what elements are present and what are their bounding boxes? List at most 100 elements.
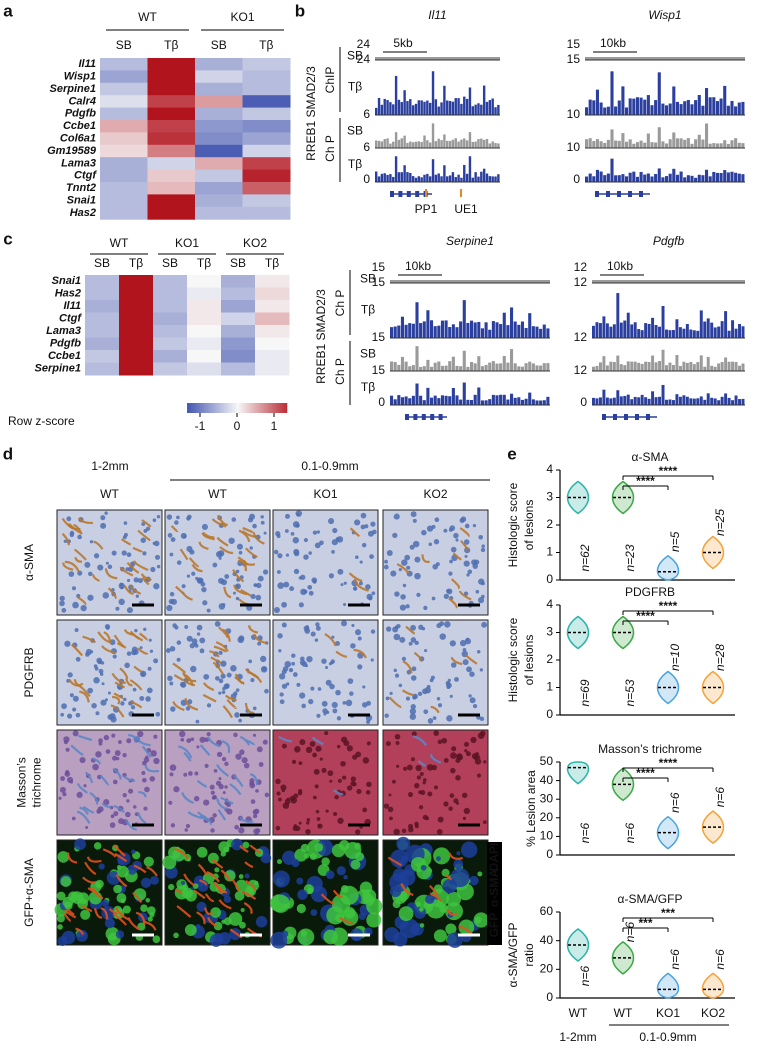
cell: [174, 520, 179, 525]
cell: [325, 870, 335, 879]
column-label: Tβ: [265, 256, 279, 270]
gene-label: Snai1: [67, 195, 96, 207]
colorbar-step: [196, 403, 199, 413]
heatmap-cell: [242, 169, 291, 183]
track-signal: [675, 355, 679, 371]
strand: [216, 798, 228, 811]
cell: [396, 836, 411, 851]
cell: [460, 516, 467, 522]
track-signal: [585, 107, 589, 115]
cell: [384, 559, 388, 564]
cell: [252, 706, 257, 711]
heatmap-cell: [221, 350, 256, 363]
track-signal: [720, 361, 724, 371]
track-signal: [409, 141, 412, 148]
cell: [239, 749, 245, 755]
strand: [135, 911, 146, 925]
cell: [231, 838, 243, 851]
track-signal: [451, 101, 455, 115]
track-signal: [451, 139, 455, 148]
cell: [337, 817, 344, 824]
cell: [66, 516, 72, 522]
track-signal: [598, 362, 602, 371]
track-signal: [393, 399, 397, 405]
cell: [296, 903, 306, 914]
track-signal: [465, 140, 469, 148]
cell: [242, 841, 250, 849]
track-signal: [488, 100, 492, 115]
cell: [448, 571, 453, 576]
cell: [356, 788, 362, 795]
cell: [218, 650, 223, 655]
track-signal: [661, 349, 665, 371]
cell: [237, 636, 244, 644]
track-signal: [710, 397, 714, 405]
strand: [130, 632, 144, 642]
track-signal: [724, 311, 728, 338]
track-signal: [460, 103, 463, 115]
cell: [95, 711, 100, 716]
strand: [216, 536, 229, 547]
cell: [196, 624, 203, 631]
track-signal: [661, 177, 665, 182]
heatmap-cell: [195, 144, 243, 158]
cell: [189, 643, 195, 649]
cell: [459, 639, 467, 647]
cell: [181, 584, 186, 589]
track-signal: [491, 361, 495, 371]
strand: [73, 523, 83, 535]
cell: [410, 703, 416, 710]
gene-label: Ccbe1: [63, 120, 96, 132]
cell: [455, 775, 461, 781]
cell: [403, 766, 408, 771]
cell: [436, 697, 441, 701]
track-signal: [494, 143, 497, 148]
cell: [409, 713, 417, 720]
cell: [434, 785, 439, 790]
track-signal: [465, 98, 469, 115]
track-signal: [715, 172, 719, 182]
cell: [396, 624, 401, 629]
cell: [425, 894, 435, 904]
track-signal: [403, 90, 406, 115]
sig-label: ***: [661, 906, 675, 920]
cell: [279, 692, 284, 697]
track-signal: [431, 159, 435, 182]
track-signal: [647, 361, 651, 371]
colorbar-step: [255, 403, 258, 413]
strand: [450, 656, 463, 666]
cell: [120, 586, 124, 590]
cell: [65, 747, 70, 752]
track-signal: [699, 396, 703, 405]
cell: [277, 553, 283, 559]
track-signal: [696, 362, 700, 371]
cell: [355, 629, 362, 636]
cell: [93, 553, 100, 559]
track-signal: [654, 142, 658, 148]
track-signal: [602, 356, 606, 371]
track-signal: [474, 104, 477, 115]
track-signal: [610, 158, 614, 182]
cell: [232, 591, 236, 595]
strand: [464, 654, 478, 665]
track-label: SB: [347, 124, 363, 138]
cell: [183, 772, 188, 777]
cell: [176, 515, 180, 520]
gene-label: Pdgfb: [65, 108, 96, 120]
track-signal: [451, 356, 455, 371]
cell: [310, 886, 328, 903]
factor-label: RREB1 SMAD2/3: [314, 289, 328, 384]
track-signal: [712, 97, 716, 115]
cell: [260, 520, 265, 525]
cell: [362, 757, 370, 764]
cell: [117, 858, 125, 865]
n-label: n=5: [668, 531, 682, 552]
cell: [92, 763, 99, 771]
track-signal: [466, 322, 470, 338]
cell: [148, 638, 152, 642]
track-signal: [499, 394, 503, 405]
track-signal: [682, 328, 686, 338]
track-signal: [510, 393, 514, 405]
track-signal: [408, 398, 412, 405]
exon: [413, 414, 418, 420]
